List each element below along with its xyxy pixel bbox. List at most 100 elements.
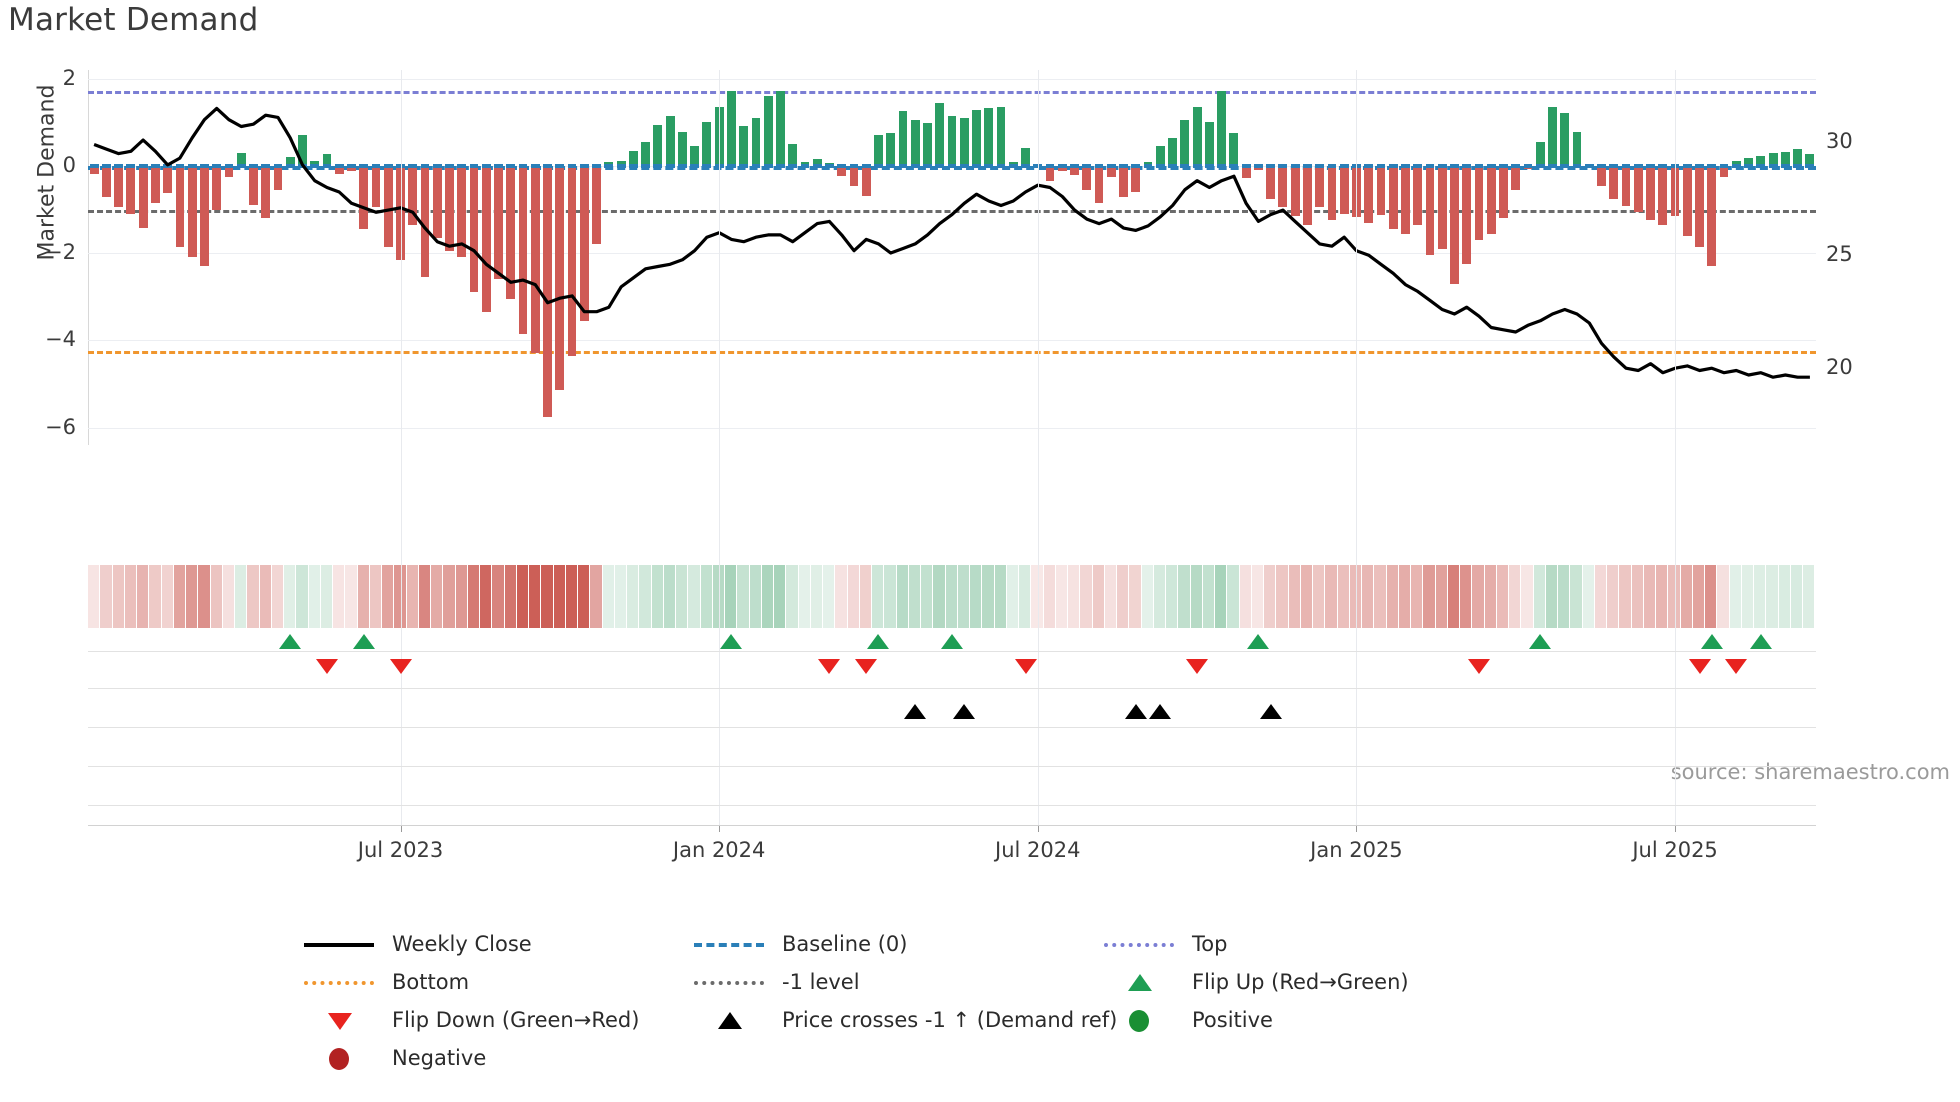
legend-swatch-triangle-up <box>1100 971 1178 993</box>
legend-item[interactable]: Positive <box>1100 1001 1273 1039</box>
flip-up-marker <box>1247 634 1270 649</box>
heat-cell <box>1509 565 1521 628</box>
baseline-cap <box>1548 163 1557 168</box>
heat-cell <box>1215 565 1227 628</box>
baseline-cap <box>236 163 246 168</box>
heat-cell <box>467 565 479 628</box>
legend-item[interactable]: Flip Up (Red→Green) <box>1100 963 1409 1001</box>
baseline-cap <box>935 163 945 168</box>
price-cross-marker <box>953 704 976 719</box>
demand-bar <box>1695 165 1704 247</box>
heat-cell <box>1545 565 1557 628</box>
heat-cell <box>1166 565 1178 628</box>
baseline-cap <box>653 163 663 168</box>
heat-cell <box>823 565 835 628</box>
demand-bar <box>1462 165 1472 265</box>
baseline-cap <box>1119 163 1128 168</box>
demand-bar <box>959 117 969 166</box>
baseline-cap <box>1658 163 1668 168</box>
demand-bar <box>996 107 1006 166</box>
legend-item[interactable]: Price crosses -1 ↑ (Demand ref) <box>690 1001 1117 1039</box>
legend-label: Top <box>1192 932 1228 956</box>
baseline-cap <box>1437 163 1447 168</box>
heat-cell <box>1374 565 1386 628</box>
heat-cell <box>308 565 320 628</box>
heat-cell <box>271 565 283 628</box>
heat-cell <box>1766 565 1778 628</box>
demand-bar <box>1278 165 1288 208</box>
baseline-cap <box>494 163 503 168</box>
legend-item[interactable]: Negative <box>300 1039 486 1077</box>
legend-item[interactable]: Baseline (0) <box>690 925 907 963</box>
demand-bar <box>1241 165 1251 179</box>
x-axis-tick-label: Jan 2024 <box>672 838 766 862</box>
baseline-cap <box>101 163 111 168</box>
demand-bar <box>347 165 356 172</box>
baseline-cap <box>1302 163 1312 168</box>
legend-item[interactable]: -1 level <box>690 963 860 1001</box>
legend-item[interactable]: Bottom <box>300 963 469 1001</box>
demand-bar <box>1707 165 1717 267</box>
baseline-cap <box>1021 163 1030 168</box>
heat-cell <box>1754 565 1766 628</box>
heat-cell <box>1521 565 1533 628</box>
demand-bar <box>408 165 418 225</box>
heat-cell <box>590 565 602 628</box>
baseline-cap <box>1744 163 1753 168</box>
legend-item[interactable]: Flip Down (Green→Red) <box>300 1001 639 1039</box>
baseline-cap <box>861 163 871 168</box>
baseline-cap <box>518 163 528 168</box>
demand-bar <box>518 165 528 334</box>
baseline-cap <box>150 163 160 168</box>
baseline-cap <box>187 163 197 168</box>
heat-cell <box>345 565 357 628</box>
heat-cell <box>761 565 773 628</box>
heat-cell <box>565 565 577 628</box>
flip-down-marker <box>1688 659 1711 674</box>
flip-up-marker <box>352 634 375 649</box>
baseline-cap <box>1327 163 1337 168</box>
page-title: Market Demand <box>8 2 259 38</box>
demand-bar <box>726 90 736 166</box>
heat-cell <box>1778 565 1790 628</box>
baseline-cap <box>726 163 736 168</box>
baseline-cap <box>1290 163 1300 168</box>
baseline-cap <box>1106 163 1116 168</box>
heat-cell <box>921 565 933 628</box>
baseline-cap <box>1229 163 1239 168</box>
heat-cell <box>296 565 308 628</box>
baseline-cap <box>1180 163 1190 168</box>
demand-bar <box>1094 165 1104 203</box>
legend-label: Flip Down (Green→Red) <box>392 1008 640 1032</box>
baseline-cap <box>481 163 491 168</box>
baseline-cap <box>1486 163 1496 168</box>
baseline-cap <box>1560 163 1570 168</box>
flip-down-marker <box>1725 659 1748 674</box>
demand-bar <box>788 144 798 166</box>
legend-item[interactable]: Weekly Close <box>300 925 532 963</box>
baseline-cap <box>555 163 565 168</box>
heat-cell <box>688 565 700 628</box>
heat-cell <box>994 565 1006 628</box>
demand-bar <box>604 161 614 166</box>
baseline-cap <box>874 163 883 168</box>
baseline-cap <box>800 163 810 168</box>
legend-label: Bottom <box>392 970 470 994</box>
baseline-cap <box>1535 163 1545 168</box>
marker-row-line <box>88 766 1816 767</box>
y-axis-right-tick: 25 <box>1826 242 1853 267</box>
baseline-cap <box>1278 163 1288 168</box>
heat-cell <box>957 565 969 628</box>
gridline-x <box>1037 70 1039 825</box>
demand-bar <box>481 165 491 312</box>
circle-icon <box>329 1048 349 1070</box>
price-cross-marker <box>1259 704 1282 719</box>
baseline-cap <box>1707 163 1717 168</box>
y-axis-left-tick: −2 <box>45 240 76 265</box>
baseline-cap <box>1045 163 1055 168</box>
baseline-cap <box>126 163 136 168</box>
legend-item[interactable]: Top <box>1100 925 1227 963</box>
baseline-cap <box>1621 163 1631 168</box>
baseline-cap <box>322 163 332 168</box>
triangle-up-icon <box>718 1012 742 1029</box>
